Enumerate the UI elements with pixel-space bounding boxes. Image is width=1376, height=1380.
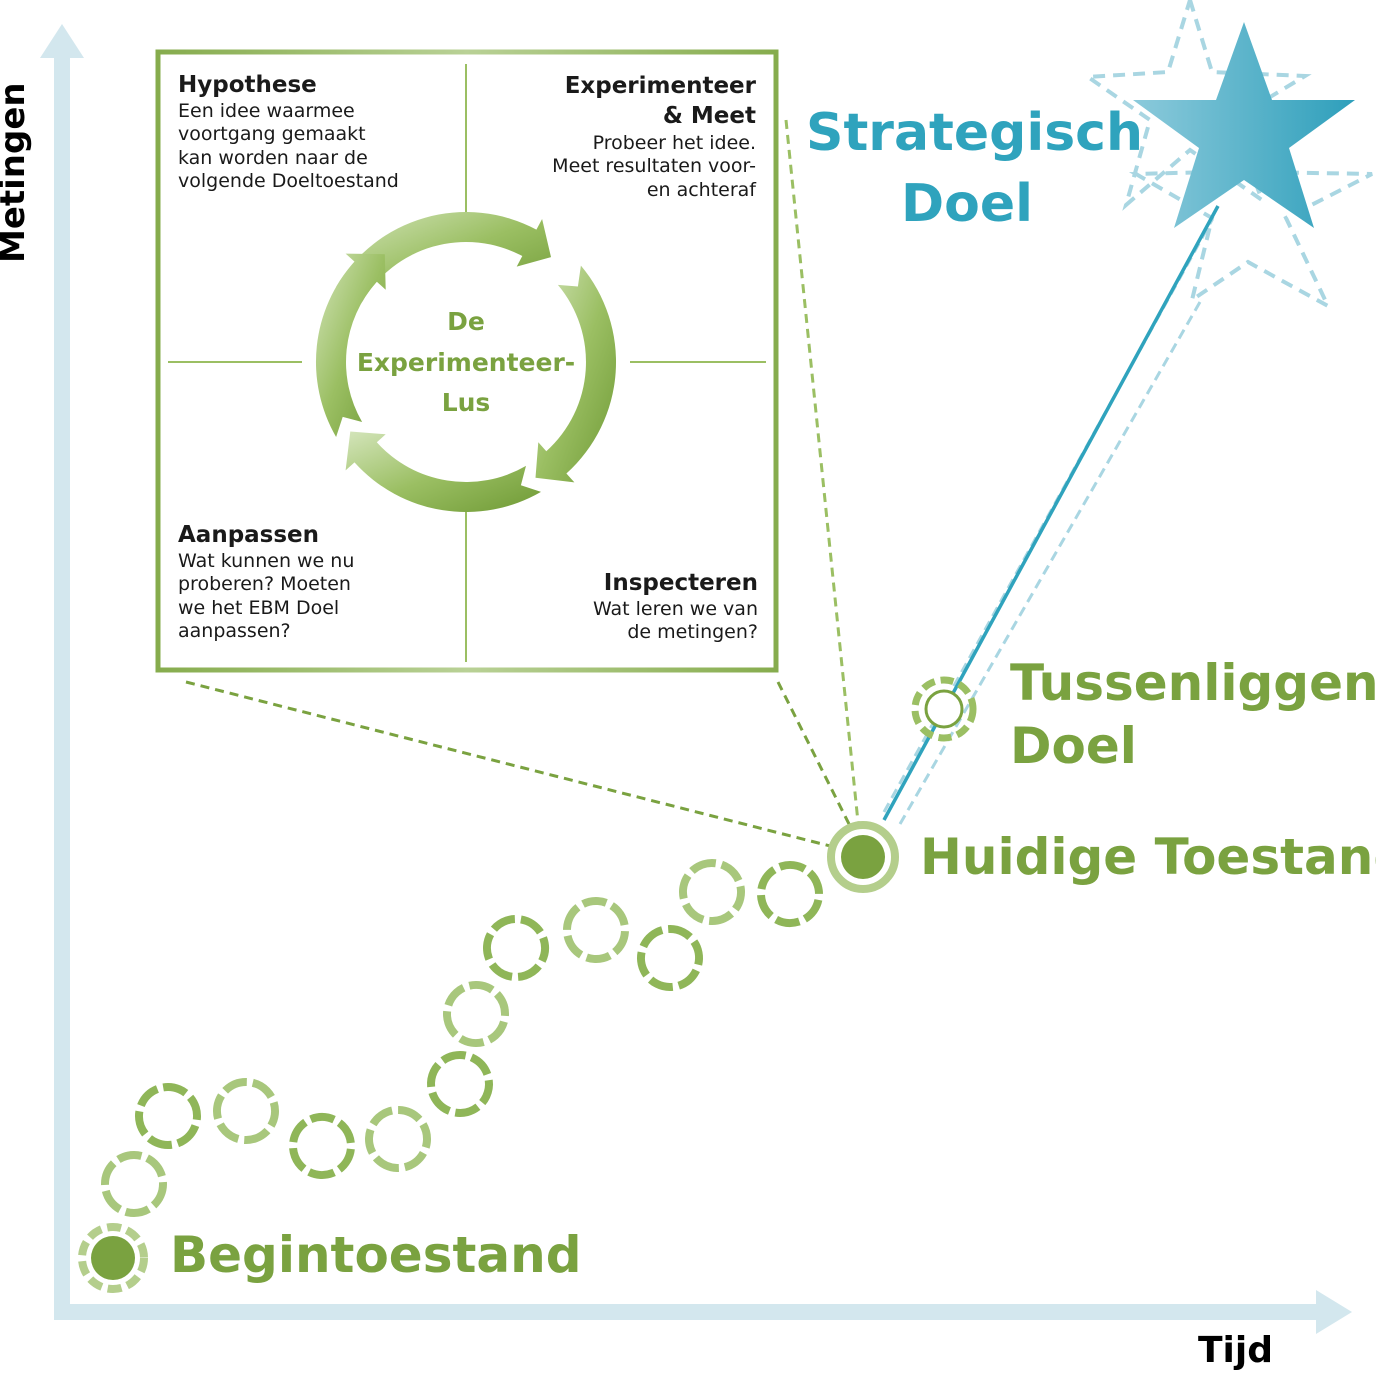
iteration-ring bbox=[213, 1078, 279, 1144]
iteration-ring bbox=[135, 1083, 201, 1149]
cycle-arrow-icon bbox=[336, 212, 551, 302]
experiment-body: Probeer het idee. Meet resultaten voor- … bbox=[552, 131, 756, 201]
loop-center-label: De Experimenteer- Lus bbox=[356, 307, 576, 417]
quadrant-adapt: Aanpassen Wat kunnen we nu proberen? Moe… bbox=[178, 522, 354, 644]
strategic-goal-star-icon bbox=[1133, 22, 1355, 228]
intermediate-goal-label: Tussenliggend Doel bbox=[1010, 654, 1376, 775]
iteration-ring bbox=[679, 859, 745, 925]
zoom-lines bbox=[185, 119, 860, 850]
iteration-ring bbox=[483, 915, 549, 981]
hypothesis-body: Een idee waarmee voortgang gemaakt kan w… bbox=[178, 99, 399, 193]
current-state-label: Huidige Toestand bbox=[920, 828, 1376, 886]
iteration-ring bbox=[289, 1113, 355, 1179]
start-state-marker bbox=[78, 1223, 148, 1293]
y-axis bbox=[40, 24, 84, 1320]
x-axis bbox=[54, 1290, 1352, 1334]
hypothesis-title: Hypothese bbox=[178, 72, 317, 98]
quadrant-inspect: Inspecteren Wat leren we van de metingen… bbox=[593, 570, 758, 645]
adapt-body: Wat kunnen we nu proberen? Moeten we het… bbox=[178, 549, 355, 643]
cycle-arrow-icon bbox=[535, 265, 617, 483]
experiment-loop-box bbox=[155, 49, 779, 673]
intermediate-goal-marker bbox=[911, 676, 977, 742]
inspect-title: Inspecteren bbox=[603, 570, 758, 596]
iteration-rings bbox=[101, 859, 823, 1217]
iteration-ring bbox=[101, 1151, 167, 1217]
strategic-goal-label: Strategisch Doel bbox=[806, 103, 1144, 234]
iteration-ring bbox=[427, 1051, 493, 1117]
iteration-ring bbox=[563, 897, 630, 964]
inspect-body: Wat leren we van de metingen? bbox=[592, 597, 758, 644]
iteration-ring bbox=[365, 1106, 431, 1172]
current-state-marker bbox=[827, 821, 899, 893]
quadrant-experiment: Experimenteer & Meet Probeer het idee. M… bbox=[552, 72, 756, 202]
adapt-title: Aanpassen bbox=[178, 522, 320, 548]
y-axis-label: Metingen bbox=[0, 82, 33, 263]
cycle-arrow-icon bbox=[345, 431, 541, 513]
quadrant-hypothesis: Hypothese Een idee waarmee voortgang gem… bbox=[178, 72, 399, 194]
experiment-title: Experimenteer & Meet bbox=[564, 73, 756, 129]
ghost-star-outlines bbox=[1082, 0, 1373, 311]
iteration-ring bbox=[443, 981, 509, 1047]
start-state-label: Begintoestand bbox=[170, 1226, 582, 1284]
iteration-ring bbox=[757, 861, 823, 927]
x-axis-label: Tijd bbox=[1198, 1330, 1274, 1371]
iteration-ring bbox=[637, 925, 703, 991]
cycle-arrow-icon bbox=[315, 253, 386, 437]
experiment-cycle-arrows bbox=[315, 212, 617, 513]
